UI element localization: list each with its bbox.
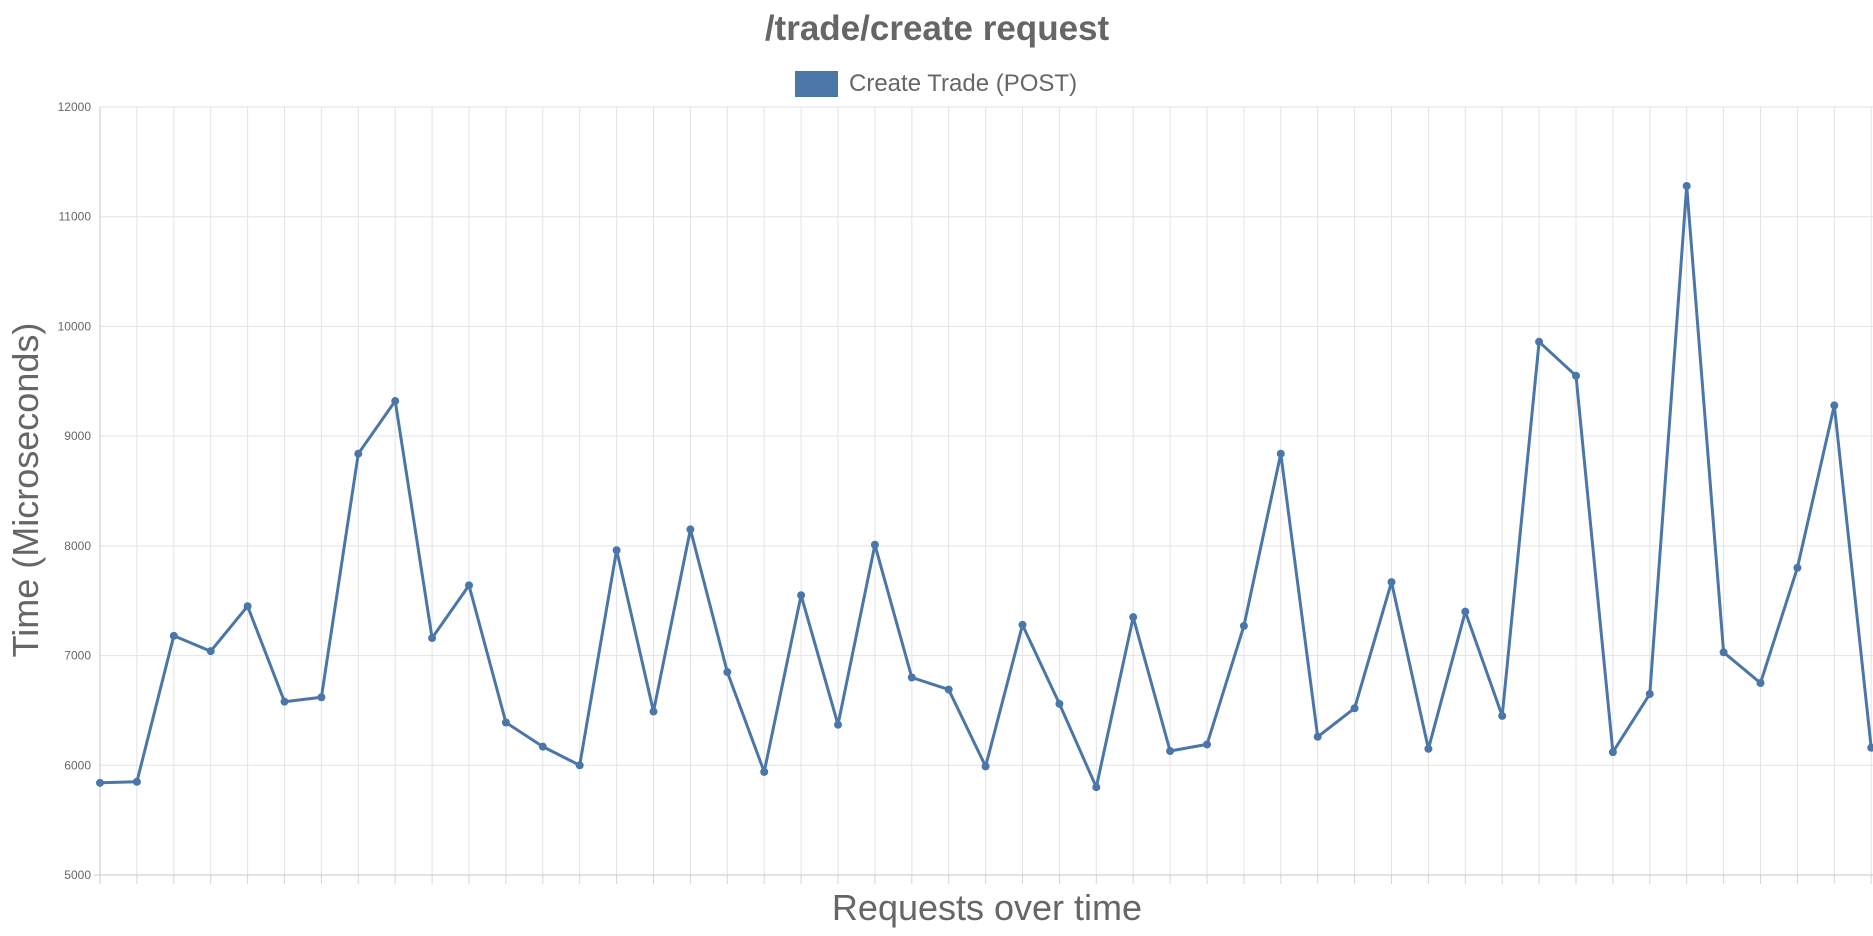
data-point[interactable] bbox=[723, 668, 732, 677]
data-point[interactable] bbox=[1424, 744, 1433, 753]
data-point[interactable] bbox=[169, 631, 178, 640]
data-point[interactable] bbox=[907, 673, 916, 682]
y-tick-label: 5000 bbox=[64, 868, 91, 882]
data-point[interactable] bbox=[132, 777, 141, 786]
axes bbox=[94, 107, 1873, 884]
data-point[interactable] bbox=[206, 647, 215, 656]
y-tick-label: 6000 bbox=[64, 758, 91, 772]
data-point[interactable] bbox=[1203, 740, 1211, 749]
data-point[interactable] bbox=[280, 697, 289, 706]
data-point[interactable] bbox=[243, 602, 252, 611]
data-point[interactable] bbox=[1867, 743, 1873, 752]
grid-lines bbox=[99, 106, 1873, 884]
data-point[interactable] bbox=[1166, 747, 1175, 756]
y-axis-title: Time (Microseconds) bbox=[5, 323, 46, 658]
data-point[interactable] bbox=[981, 762, 990, 771]
data-point[interactable] bbox=[760, 767, 769, 776]
data-point[interactable] bbox=[797, 591, 806, 600]
data-point[interactable] bbox=[1756, 679, 1765, 687]
data-point[interactable] bbox=[1498, 711, 1507, 720]
data-point[interactable] bbox=[1387, 578, 1396, 587]
legend-label: Create Trade (POST) bbox=[849, 70, 1077, 97]
data-point[interactable] bbox=[1793, 563, 1802, 572]
data-point[interactable] bbox=[870, 540, 879, 549]
data-point[interactable] bbox=[1313, 732, 1322, 741]
legend-swatch bbox=[795, 71, 838, 97]
y-tick-label: 8000 bbox=[64, 539, 91, 553]
data-point[interactable] bbox=[1572, 371, 1580, 380]
data-point[interactable] bbox=[1535, 337, 1544, 346]
data-point[interactable] bbox=[1092, 783, 1101, 792]
data-point[interactable] bbox=[649, 707, 658, 716]
data-point[interactable] bbox=[1645, 689, 1654, 698]
y-tick-labels: 5000 6000 7000 8000 9000 10000 11000 12000 bbox=[58, 100, 92, 882]
data-point[interactable] bbox=[575, 761, 584, 770]
data-point[interactable] bbox=[834, 720, 842, 729]
data-point[interactable] bbox=[1461, 607, 1470, 616]
data-point[interactable] bbox=[1608, 748, 1617, 757]
data-point[interactable] bbox=[428, 634, 437, 643]
y-tick-label: 12000 bbox=[58, 100, 92, 114]
legend[interactable]: Create Trade (POST) bbox=[795, 70, 1077, 97]
data-point[interactable] bbox=[1239, 621, 1248, 630]
y-tick-label: 7000 bbox=[64, 649, 91, 663]
data-point[interactable] bbox=[391, 397, 400, 406]
data-point[interactable] bbox=[501, 718, 510, 727]
y-tick-label: 10000 bbox=[58, 319, 92, 333]
data-point[interactable] bbox=[1055, 699, 1064, 708]
x-axis-title: Requests over time bbox=[832, 887, 1142, 928]
data-point[interactable] bbox=[1350, 704, 1359, 713]
y-tick-label: 11000 bbox=[59, 210, 92, 224]
data-point[interactable] bbox=[1682, 181, 1691, 190]
data-point[interactable] bbox=[1276, 449, 1285, 458]
data-point[interactable] bbox=[1129, 613, 1138, 622]
data-point[interactable] bbox=[354, 449, 363, 458]
data-point[interactable] bbox=[96, 778, 104, 787]
data-point[interactable] bbox=[1719, 648, 1728, 657]
data-point[interactable] bbox=[538, 742, 547, 751]
data-point[interactable] bbox=[465, 581, 473, 590]
data-series bbox=[96, 181, 1873, 792]
data-point[interactable] bbox=[686, 525, 695, 534]
data-point[interactable] bbox=[944, 685, 953, 694]
data-point[interactable] bbox=[317, 693, 326, 702]
data-point[interactable] bbox=[1018, 620, 1027, 629]
data-point[interactable] bbox=[612, 546, 621, 555]
chart-title: /trade/create request bbox=[765, 9, 1110, 48]
y-tick-label: 9000 bbox=[64, 429, 91, 443]
data-point[interactable] bbox=[1830, 401, 1839, 410]
